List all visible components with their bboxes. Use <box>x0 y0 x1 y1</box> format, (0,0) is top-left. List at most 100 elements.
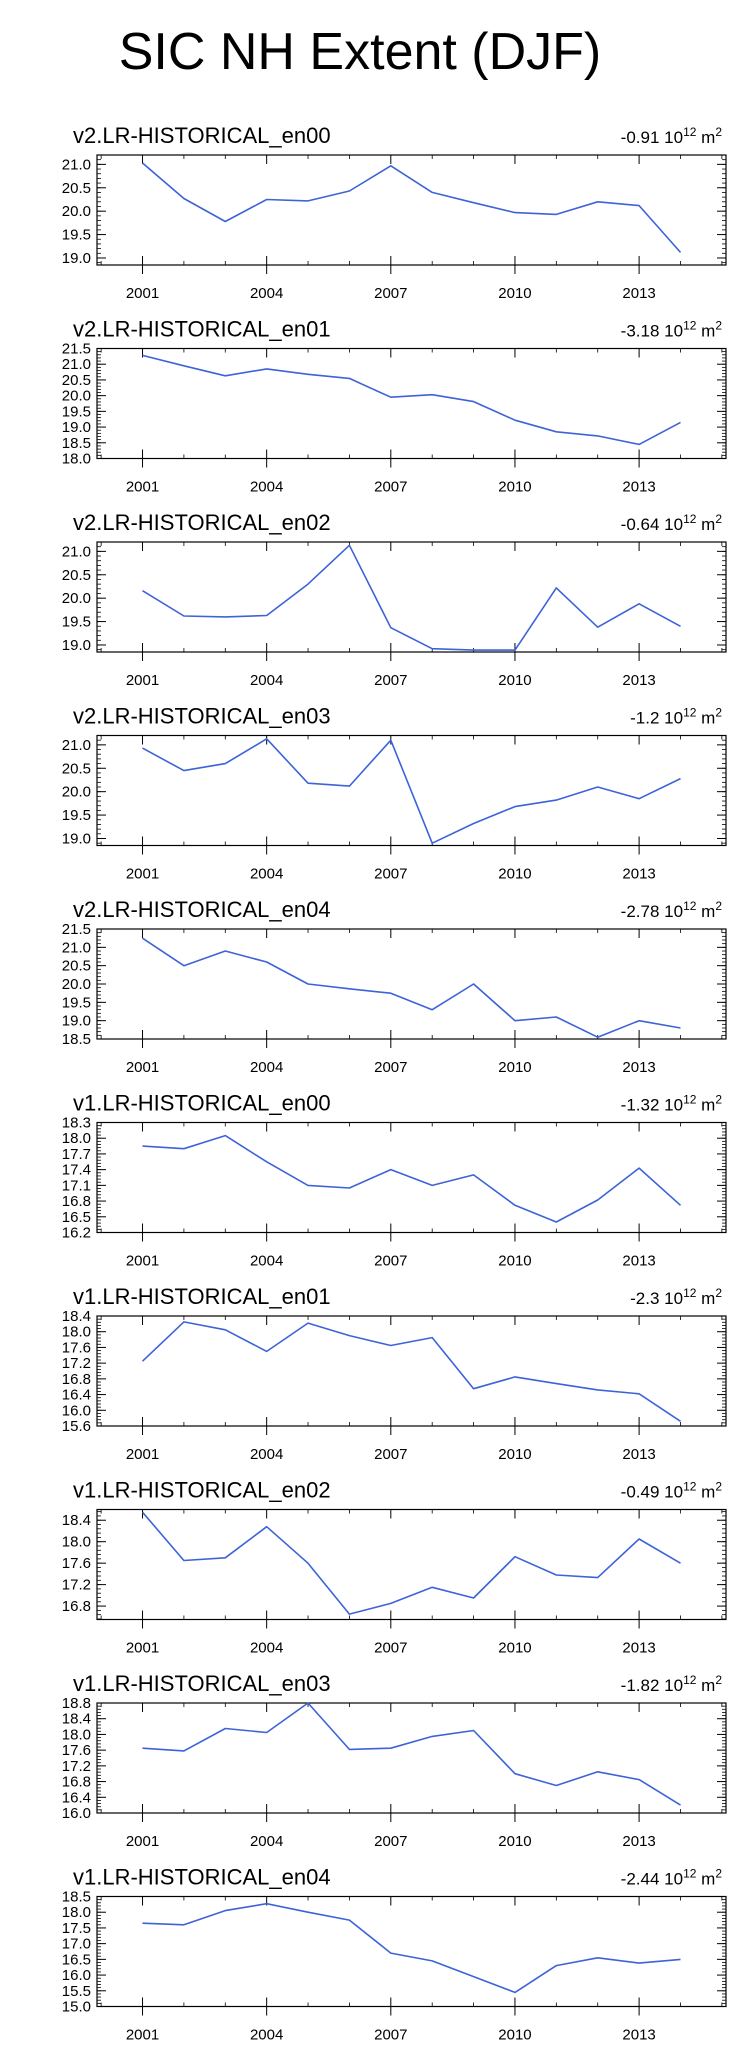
x-tick-label: 2007 <box>374 285 407 302</box>
y-tick-label: 19.5 <box>62 227 91 244</box>
y-tick-label: 16.8 <box>62 1371 91 1388</box>
trend-label: -0.64 1012 m2 <box>621 512 723 534</box>
trend-label: -1.2 1012 m2 <box>630 706 722 728</box>
series-line-0 <box>141 1511 681 1615</box>
y-tick-label: 16.5 <box>62 1951 91 1968</box>
x-tick-label: 2001 <box>126 285 159 302</box>
chart-panel-5: v1.LR-HISTORICAL_en00 -1.32 1012 m216.216… <box>62 1091 727 1270</box>
y-tick-label: 16.4 <box>62 1387 91 1404</box>
plot-frame <box>96 1895 727 2008</box>
y-tick-label: 21.0 <box>62 543 91 560</box>
y-tick-label: 17.7 <box>62 1146 91 1163</box>
y-tick-label: 16.0 <box>62 1805 91 1822</box>
y-tick-label: 18.4 <box>62 1512 91 1529</box>
x-tick-label: 2007 <box>374 1640 407 1657</box>
plot-frame <box>96 347 727 460</box>
chart-title: v2.LR-HISTORICAL_en03 <box>73 704 331 729</box>
chart-panel-0: v2.LR-HISTORICAL_en00 -0.91 1012 m2 19.0 19… <box>62 123 727 302</box>
y-tick-label: 18.0 <box>62 1726 91 1743</box>
y-tick-label: 19.0 <box>62 637 91 654</box>
y-tick-label: 17.2 <box>62 1758 91 1775</box>
y-tick-label: 18.0 <box>62 451 91 468</box>
x-tick-label: 2013 <box>622 1059 655 1076</box>
y-tick-label: 16.8 <box>62 1598 91 1615</box>
x-tick-label: 2013 <box>622 285 655 302</box>
y-tick-label: 20.5 <box>62 760 91 777</box>
chart-title: v2.LR-HISTORICAL_en02 <box>73 510 331 535</box>
plot-frame <box>96 541 727 653</box>
x-tick-label: 2013 <box>622 2027 655 2044</box>
x-tick-label: 2004 <box>250 1446 283 1463</box>
x-tick-label: 2010 <box>498 1253 531 1270</box>
series-line-0 <box>142 937 681 1038</box>
y-tick-label: 19.5 <box>62 403 91 420</box>
x-tick-label: 2010 <box>498 1446 531 1463</box>
chart-title: v2.LR-HISTORICAL_en01 <box>73 317 331 342</box>
x-tick-label: 2004 <box>250 2027 283 2044</box>
plot-frame <box>96 734 727 847</box>
y-tick-label: 19.0 <box>62 250 91 267</box>
x-tick-label: 2013 <box>622 1833 655 1850</box>
chart-title: v2.LR-HISTORICAL_en04 <box>73 897 331 922</box>
x-tick-label: 2013 <box>622 866 655 883</box>
plot-frame <box>96 1702 727 1814</box>
y-tick-label: 18.0 <box>62 1534 91 1551</box>
x-tick-label: 2013 <box>622 1253 655 1270</box>
y-tick-label: 17.2 <box>62 1355 91 1372</box>
series-line-0 <box>142 354 681 446</box>
x-tick-label: 2007 <box>374 479 407 496</box>
x-tick-label: 2004 <box>250 866 283 883</box>
y-tick-label: 21.5 <box>62 921 91 938</box>
y-tick-label: 18.3 <box>62 1115 91 1132</box>
y-tick-label: 16.4 <box>62 1789 91 1806</box>
x-tick-label: 2013 <box>622 1640 655 1657</box>
y-tick-label: 17.1 <box>62 1177 91 1194</box>
trend-label: -2.44 1012 m2 <box>621 1867 723 1889</box>
x-tick-label: 2004 <box>250 1640 283 1657</box>
x-tick-label: 2013 <box>622 479 655 496</box>
y-tick-label: 19.5 <box>62 807 91 824</box>
y-tick-label: 17.5 <box>62 1920 91 1937</box>
y-tick-label: 20.5 <box>62 372 91 389</box>
x-tick-label: 2004 <box>250 1059 283 1076</box>
series-line-0 <box>142 1134 682 1223</box>
x-tick-label: 2010 <box>498 1059 531 1076</box>
y-tick-label: 17.0 <box>62 1936 91 1953</box>
y-tick-label: 19.5 <box>62 994 91 1011</box>
y-tick-label: 16.8 <box>62 1193 91 1210</box>
trend-label: -0.49 1012 m2 <box>621 1480 723 1502</box>
plot-frame <box>96 154 727 266</box>
series-line-0 <box>142 544 681 651</box>
y-tick-label: 15.0 <box>62 1999 91 2016</box>
x-tick-label: 2010 <box>498 1640 531 1657</box>
y-tick-label: 18.0 <box>62 1904 91 1921</box>
x-tick-label: 2010 <box>498 285 531 302</box>
x-tick-label: 2010 <box>498 1833 531 1850</box>
x-tick-label: 2013 <box>622 1446 655 1463</box>
y-tick-label: 17.6 <box>62 1742 91 1759</box>
y-tick-label: 19.0 <box>62 1013 91 1030</box>
trend-label: -1.32 1012 m2 <box>621 1093 723 1115</box>
y-tick-label: 17.6 <box>62 1555 91 1572</box>
x-tick-label: 2010 <box>498 479 531 496</box>
series-line-0 <box>141 162 682 253</box>
x-tick-label: 2001 <box>126 672 159 689</box>
x-tick-label: 2007 <box>374 1446 407 1463</box>
y-tick-label: 18.5 <box>62 1889 91 1906</box>
x-tick-label: 2001 <box>126 2027 159 2044</box>
chart-panel-2: v2.LR-HISTORICAL_en02 -0.64 1012 m2 19.0 19… <box>62 510 727 689</box>
y-tick-label: 21.0 <box>62 356 91 373</box>
y-tick-label: 16.5 <box>62 1209 91 1226</box>
chart-title: v1.LR-HISTORICAL_en02 <box>73 1478 331 1503</box>
y-tick-label: 21.0 <box>62 156 91 173</box>
x-tick-label: 2001 <box>126 866 159 883</box>
x-tick-label: 2004 <box>250 479 283 496</box>
chart-panel-9: v1.LR-HISTORICAL_en04 -2.44 1012 m2 15.015… <box>62 1865 727 2044</box>
chart-panel-6: v1.LR-HISTORICAL_en01 -2.3 1012 m215.616.… <box>62 1284 727 1463</box>
y-tick-label: 20.0 <box>62 590 91 607</box>
x-tick-label: 2007 <box>374 866 407 883</box>
x-tick-label: 2004 <box>250 672 283 689</box>
trend-label: -2.3 1012 m2 <box>630 1286 722 1308</box>
plot-frame <box>96 1121 727 1234</box>
